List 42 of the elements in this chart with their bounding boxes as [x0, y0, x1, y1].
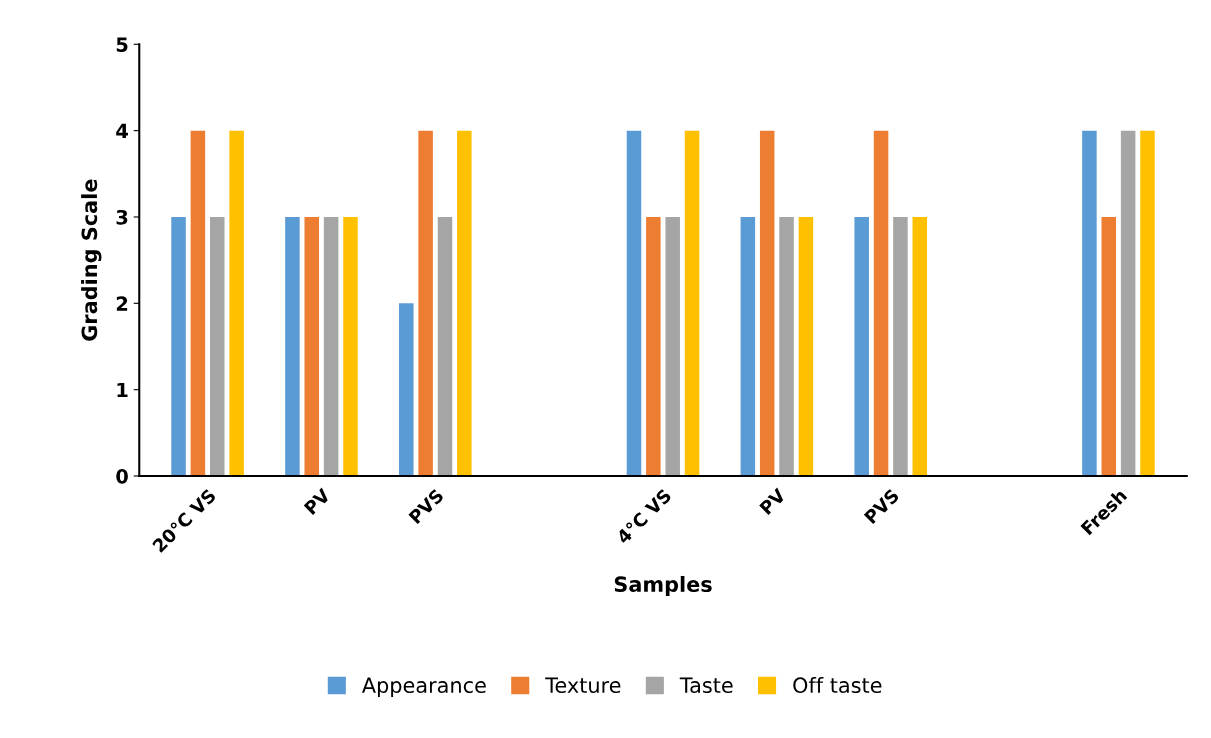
legend-label: Taste [679, 677, 733, 694]
bar [1082, 130, 1097, 477]
bar [210, 216, 225, 477]
y-tick-label: 3 [116, 209, 128, 225]
bar [779, 216, 794, 477]
bar [854, 216, 869, 477]
bar [665, 216, 680, 477]
bar [399, 303, 414, 477]
x-tick-label: PV [303, 487, 332, 515]
bar [190, 130, 206, 477]
bar [740, 216, 756, 477]
bar [285, 216, 300, 477]
y-tick-label: 4 [116, 123, 128, 139]
y-tick-label: 1 [117, 382, 128, 398]
y-tick-label: 2 [116, 296, 128, 311]
bar [418, 130, 433, 477]
bar [437, 216, 453, 477]
bar [626, 130, 642, 477]
y-tick-label: 0 [116, 468, 128, 484]
bar [893, 216, 908, 477]
bar [343, 216, 358, 477]
x-axis-title: Samples [614, 575, 712, 597]
bar [1120, 130, 1136, 477]
y-axis-title: Grading Scale [81, 179, 102, 341]
bar [171, 216, 186, 477]
x-tick-label: PV [759, 487, 787, 515]
bar [1140, 130, 1155, 477]
bar [912, 216, 928, 477]
legend-label: Appearance [361, 677, 486, 698]
bar [873, 130, 889, 477]
bar [457, 130, 472, 477]
bar [646, 216, 661, 477]
legend-label: Off taste [793, 676, 882, 694]
bar [798, 216, 814, 477]
bar [684, 130, 700, 477]
bar [229, 130, 244, 477]
legend-label: Texture [545, 677, 621, 694]
bar [304, 216, 320, 477]
y-tick-label: 5 [116, 37, 128, 52]
bar [759, 130, 775, 477]
bar [323, 216, 339, 477]
bar [1101, 216, 1117, 477]
